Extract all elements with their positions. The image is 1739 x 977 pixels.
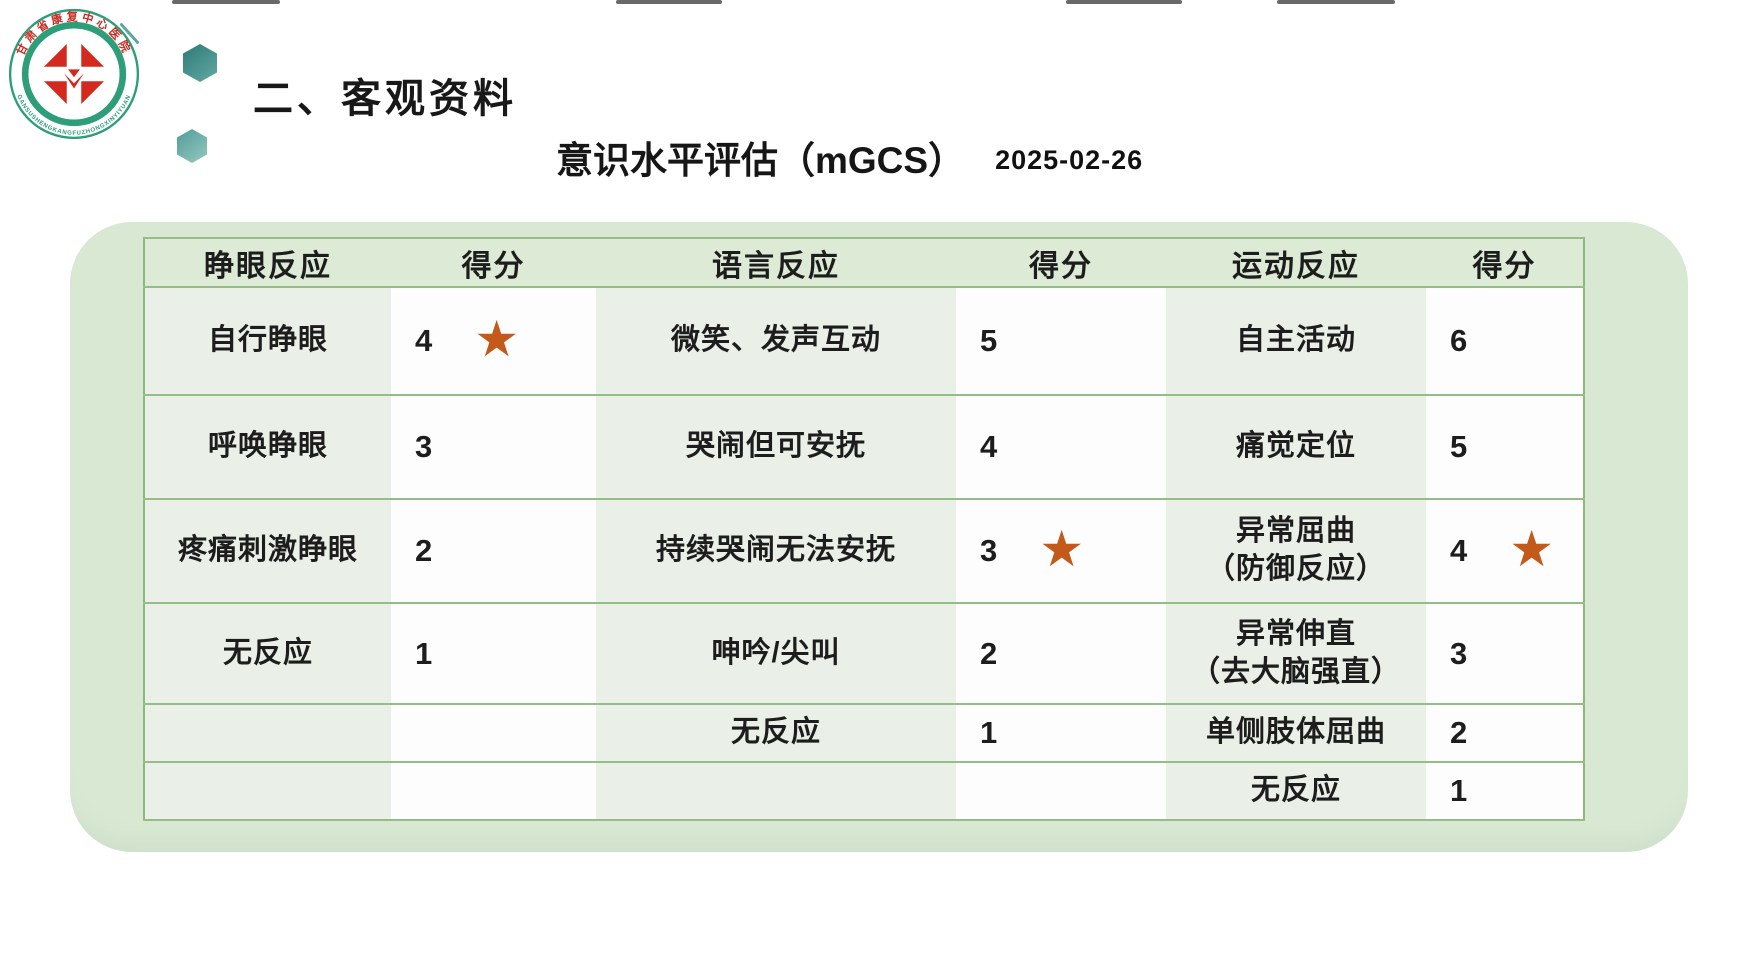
hexagon-decoration — [183, 44, 217, 82]
top-edge-artifact — [616, 0, 722, 4]
assessment-title: 意识水平评估（mGCS） — [556, 140, 966, 181]
logo-cross-emblem — [28, 28, 120, 120]
verbal-response-cell: 呻吟/尖叫 — [596, 602, 956, 705]
header-score: 得分 — [391, 237, 596, 288]
hospital-logo-icon: 甘肃省康复中心医院 GANSUSHENGKANGFUZHONGXINYIYUAN — [8, 8, 140, 140]
score-cell: 4 ★ — [391, 286, 596, 396]
score-cell: 1 — [391, 602, 596, 705]
eye-response-cell — [144, 761, 391, 821]
score-cell: 1 — [1426, 761, 1584, 821]
table-row: 无反应 1 单侧肢体屈曲 2 — [144, 703, 1584, 763]
header-score: 得分 — [1426, 237, 1584, 288]
motor-response-cell: 痛觉定位 — [1166, 394, 1426, 500]
verbal-response-cell: 持续哭闹无法安抚 — [596, 498, 956, 604]
score-cell: 5 — [1426, 394, 1584, 500]
motor-response-cell: 异常伸直 （去大脑强直） — [1166, 602, 1426, 705]
star-icon: ★ — [1039, 521, 1085, 577]
section-title: 二、客观资料 — [253, 77, 517, 121]
score-cell: 3 ★ — [956, 498, 1166, 604]
table-row: 无反应 1 — [144, 761, 1584, 821]
star-icon: ★ — [1509, 521, 1555, 577]
eye-response-cell: 无反应 — [144, 602, 391, 705]
motor-response-cell: 自主活动 — [1166, 286, 1426, 396]
score-cell: 4 ★ — [1426, 498, 1584, 604]
table-header-row: 睁眼反应 得分 语言反应 得分 运动反应 得分 — [144, 237, 1584, 288]
score-cell: 3 — [391, 394, 596, 500]
verbal-response-cell: 无反应 — [596, 703, 956, 763]
eye-response-cell: 呼唤睁眼 — [144, 394, 391, 500]
score-cell: 1 — [956, 703, 1166, 763]
motor-response-cell: 异常屈曲 （防御反应） — [1166, 498, 1426, 604]
score-cell — [956, 761, 1166, 821]
table-row: 无反应 1 呻吟/尖叫 2 异常伸直 （去大脑强直） 3 — [144, 602, 1584, 705]
header-eye-response: 睁眼反应 — [144, 237, 391, 288]
top-edge-artifact — [1066, 0, 1182, 4]
score-cell — [391, 761, 596, 821]
score-cell: 3 — [1426, 602, 1584, 705]
header-motor-response: 运动反应 — [1166, 237, 1426, 288]
assessment-date: 2025-02-26 — [995, 144, 1144, 175]
header-score: 得分 — [956, 237, 1166, 288]
score-cell: 6 — [1426, 286, 1584, 396]
star-icon: ★ — [474, 311, 520, 367]
motor-response-cell: 无反应 — [1166, 761, 1426, 821]
score-cell: 2 — [391, 498, 596, 604]
score-cell — [391, 703, 596, 763]
top-edge-artifact — [172, 0, 280, 4]
eye-response-cell: 疼痛刺激睁眼 — [144, 498, 391, 604]
score-cell: 5 — [956, 286, 1166, 396]
assessment-title-row: 意识水平评估（mGCS） 2025-02-26 — [556, 130, 1143, 184]
table-row: 呼唤睁眼 3 哭闹但可安抚 4 痛觉定位 5 — [144, 394, 1584, 500]
motor-response-cell: 单侧肢体屈曲 — [1166, 703, 1426, 763]
hexagon-decoration — [177, 129, 207, 163]
table-row: 自行睁眼 4 ★ 微笑、发声互动 5 自主活动 6 — [144, 286, 1584, 396]
score-cell: 2 — [956, 602, 1166, 705]
score-cell: 2 — [1426, 703, 1584, 763]
mgcs-table: 睁眼反应 得分 语言反应 得分 运动反应 得分 自行睁眼 4 ★ 微笑、发声互动 … — [143, 237, 1585, 821]
verbal-response-cell — [596, 761, 956, 821]
verbal-response-cell: 哭闹但可安抚 — [596, 394, 956, 500]
table-row: 疼痛刺激睁眼 2 持续哭闹无法安抚 3 ★ 异常屈曲 （防御反应） 4 ★ — [144, 498, 1584, 604]
eye-response-cell: 自行睁眼 — [144, 286, 391, 396]
score-cell: 4 — [956, 394, 1166, 500]
eye-response-cell — [144, 703, 391, 763]
top-edge-artifact — [1277, 0, 1395, 4]
verbal-response-cell: 微笑、发声互动 — [596, 286, 956, 396]
header-verbal-response: 语言反应 — [596, 237, 956, 288]
